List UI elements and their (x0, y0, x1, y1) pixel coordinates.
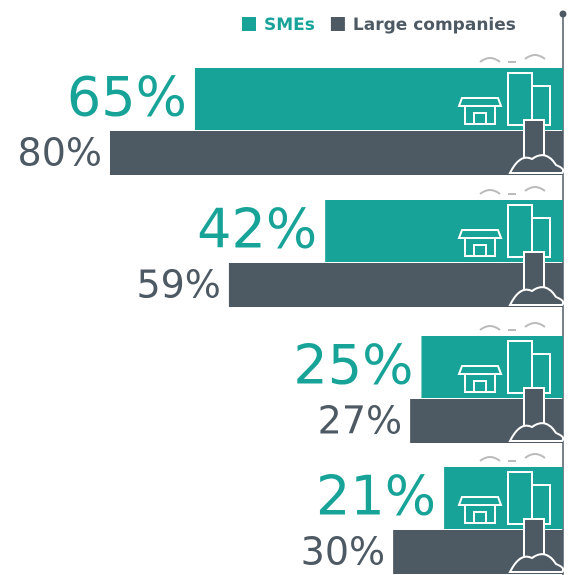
city-icon (457, 453, 565, 573)
city-icon (457, 186, 565, 306)
axis-dot (559, 10, 567, 18)
value-label: 30% (301, 530, 385, 574)
legend-label: Large companies (353, 15, 516, 35)
icon-shop (457, 496, 503, 524)
legend-swatch (242, 17, 256, 31)
icon-tower (523, 387, 545, 429)
icon-rocks (508, 422, 565, 442)
icon-cloud (479, 453, 546, 462)
icon-shop (457, 97, 503, 125)
city-icon (457, 322, 565, 442)
value-label: 21% (316, 465, 436, 528)
value-label: 25% (293, 334, 413, 397)
plot: 65% 42% 25% 21% 80% 59% 27% 30% (18, 54, 565, 574)
legend: SMEs Large companies (242, 15, 516, 35)
legend-label: SMEs (264, 15, 315, 35)
bar (194, 68, 563, 130)
icon-rocks (508, 154, 565, 174)
icon-cloud (479, 322, 546, 331)
value-label: 59% (136, 263, 220, 307)
icon-tower (523, 251, 545, 293)
icon-cloud (479, 186, 546, 195)
icon-cloud (479, 54, 546, 63)
icon-shop (457, 229, 503, 257)
icon-rocks (508, 553, 565, 573)
value-label: 27% (318, 399, 402, 443)
bar (228, 263, 563, 307)
icon-tower (523, 119, 545, 161)
bar (110, 131, 563, 175)
value-label: 65% (67, 66, 187, 129)
icon-shop (457, 365, 503, 393)
value-label: 80% (18, 131, 102, 175)
city-icon (457, 54, 565, 174)
icon-tower (523, 518, 545, 560)
icon-rocks (508, 286, 565, 306)
value-label: 42% (197, 198, 317, 261)
legend-swatch (330, 17, 345, 31)
